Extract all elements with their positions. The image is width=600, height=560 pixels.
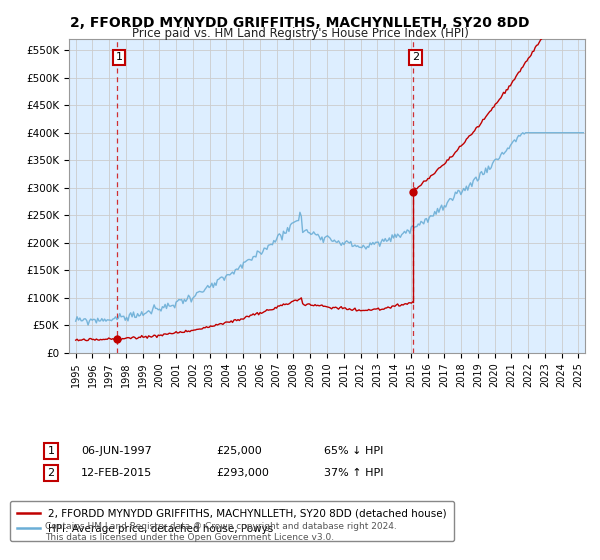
Text: 1: 1 xyxy=(116,52,122,62)
Text: 2, FFORDD MYNYDD GRIFFITHS, MACHYNLLETH, SY20 8DD: 2, FFORDD MYNYDD GRIFFITHS, MACHYNLLETH,… xyxy=(70,16,530,30)
Text: 2: 2 xyxy=(412,52,419,62)
Text: This data is licensed under the Open Government Licence v3.0.: This data is licensed under the Open Gov… xyxy=(45,533,334,542)
Text: 2: 2 xyxy=(47,468,55,478)
Legend: 2, FFORDD MYNYDD GRIFFITHS, MACHYNLLETH, SY20 8DD (detached house), HPI: Average: 2, FFORDD MYNYDD GRIFFITHS, MACHYNLLETH,… xyxy=(10,501,454,541)
Text: £293,000: £293,000 xyxy=(216,468,269,478)
Text: 65% ↓ HPI: 65% ↓ HPI xyxy=(324,446,383,456)
Text: 1: 1 xyxy=(47,446,55,456)
Text: 12-FEB-2015: 12-FEB-2015 xyxy=(81,468,152,478)
Text: 06-JUN-1997: 06-JUN-1997 xyxy=(81,446,152,456)
Text: 37% ↑ HPI: 37% ↑ HPI xyxy=(324,468,383,478)
Text: Contains HM Land Registry data © Crown copyright and database right 2024.: Contains HM Land Registry data © Crown c… xyxy=(45,522,397,531)
Text: Price paid vs. HM Land Registry's House Price Index (HPI): Price paid vs. HM Land Registry's House … xyxy=(131,27,469,40)
Text: £25,000: £25,000 xyxy=(216,446,262,456)
